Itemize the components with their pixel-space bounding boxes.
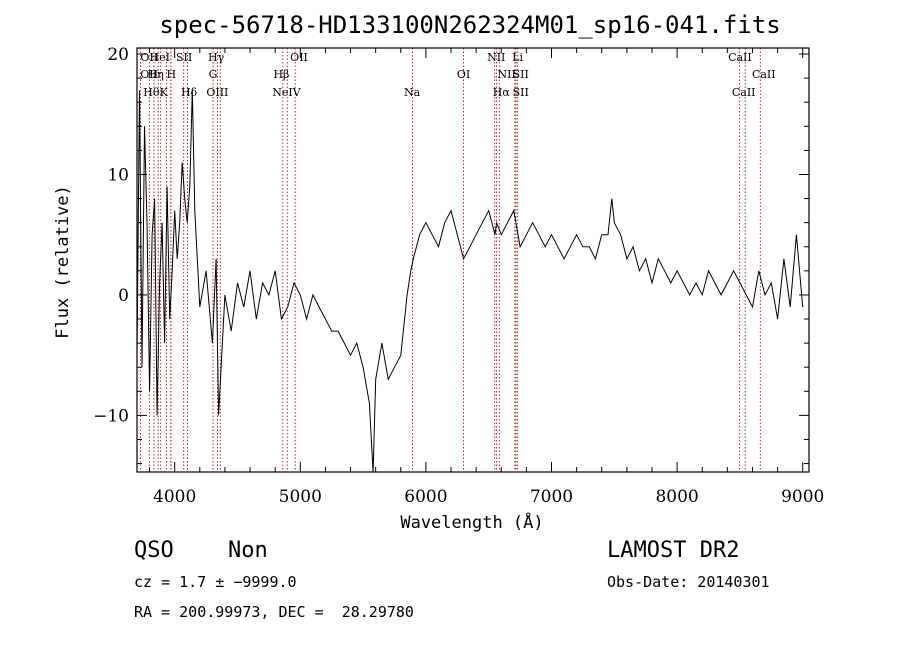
x-axis-label: Wavelength (Å) <box>400 511 543 533</box>
x-tick-label: 7000 <box>530 487 573 507</box>
line-label: H <box>167 68 177 81</box>
y-axis-ticks: −10 0 10 20 <box>93 45 809 465</box>
line-label: G <box>209 68 218 81</box>
x-tick-label: 8000 <box>655 487 698 507</box>
line-label: Hη <box>148 68 164 81</box>
y-tick-label: −10 <box>93 406 129 426</box>
line-label: Na <box>404 86 421 99</box>
line-label: OII <box>140 68 158 81</box>
x-tick-label: 9000 <box>781 487 824 507</box>
line-label: NII <box>497 68 515 81</box>
object-subclass: Non <box>228 538 268 563</box>
survey-name: LAMOST DR2 <box>607 538 740 563</box>
emission-line-markers <box>139 48 761 472</box>
x-tick-label: 4000 <box>153 487 196 507</box>
redshift-cz: cz = 1.7 ± −9999.0 <box>134 573 297 591</box>
x-tick-label: 5000 <box>279 487 322 507</box>
line-label: SII <box>176 51 192 64</box>
chart-title: spec-56718-HD133100N262324M01_sp16-041.f… <box>159 11 780 39</box>
ra-dec: RA = 200.99973, DEC = 28.29780 <box>134 603 414 621</box>
line-label: CaII <box>752 68 776 81</box>
line-label: Hα <box>493 86 511 99</box>
y-tick-label: 20 <box>107 45 129 65</box>
line-label: Hθ <box>143 86 160 99</box>
line-label: SII <box>513 86 529 99</box>
line-label: CaII <box>732 86 756 99</box>
line-label: Li <box>512 51 523 64</box>
object-class: QSO <box>134 538 174 563</box>
line-label: NII <box>487 51 505 64</box>
line-label: HeI <box>150 51 170 64</box>
y-tick-label: 10 <box>107 165 129 185</box>
line-label: SII <box>513 68 529 81</box>
line-label: Hδ <box>181 86 198 99</box>
plot-frame <box>136 47 810 473</box>
spectrum-series-line <box>136 90 804 473</box>
line-label: Hβ <box>273 68 289 81</box>
line-label: OII <box>290 51 308 64</box>
observation-date: Obs-Date: 20140301 <box>607 573 770 591</box>
x-tick-label: 6000 <box>404 487 447 507</box>
line-label: Hγ <box>208 51 225 64</box>
line-label: K <box>160 86 169 99</box>
line-label: OI <box>457 68 470 81</box>
x-axis-ticks: 4000 5000 6000 7000 8000 9000 <box>149 48 824 507</box>
y-axis-label: Flux (relative) <box>53 185 73 339</box>
y-tick-label: 0 <box>118 286 129 306</box>
line-label: CaII <box>728 51 752 64</box>
line-label: OIII <box>206 86 228 99</box>
line-label: NeIV <box>272 86 301 99</box>
